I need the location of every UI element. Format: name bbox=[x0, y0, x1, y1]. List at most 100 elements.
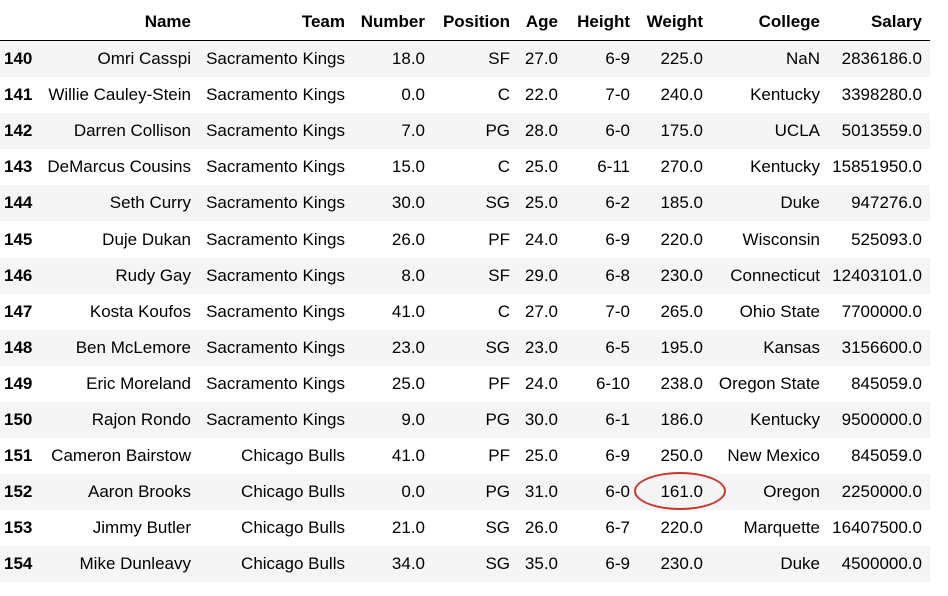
cell-college: New Mexico bbox=[727, 446, 820, 466]
cell-name: Darren Collison bbox=[73, 121, 191, 141]
cell-weight: 195.0 bbox=[660, 337, 703, 357]
header-row: Name Team Number Position Age Height Wei… bbox=[0, 4, 930, 41]
cell-team: Sacramento Kings bbox=[206, 85, 345, 105]
cell-position: C bbox=[497, 157, 510, 177]
column-header-team: Team bbox=[199, 4, 353, 41]
cell-team: Sacramento Kings bbox=[206, 193, 345, 213]
row-index: 154 bbox=[4, 554, 33, 574]
cell-height: 6-0 bbox=[605, 482, 630, 502]
cell-team: Sacramento Kings bbox=[206, 337, 345, 357]
cell-number: 34.0 bbox=[391, 554, 425, 574]
cell-college: Oregon bbox=[763, 482, 820, 502]
cell-name: Willie Cauley-Stein bbox=[48, 85, 191, 105]
cell-number: 21.0 bbox=[391, 518, 425, 538]
cell-age: 30.0 bbox=[524, 409, 558, 429]
row-index: 143 bbox=[4, 157, 33, 177]
column-header-weight: Weight bbox=[638, 4, 711, 41]
cell-college: UCLA bbox=[774, 121, 820, 141]
cell-weight: 185.0 bbox=[660, 193, 703, 213]
cell-height: 7-0 bbox=[605, 85, 630, 105]
cell-number: 8.0 bbox=[401, 265, 425, 285]
cell-position: SF bbox=[488, 49, 510, 69]
cell-age: 25.0 bbox=[524, 157, 558, 177]
cell-team: Chicago Bulls bbox=[241, 446, 345, 466]
cell-weight: 225.0 bbox=[660, 49, 703, 69]
cell-name: Mike Dunleavy bbox=[79, 554, 192, 574]
cell-position: SG bbox=[485, 193, 510, 213]
cell-weight: 220.0 bbox=[660, 229, 703, 249]
table-row: 145 Duje Dukan Sacramento Kings 26.0 PF 24.0 6… bbox=[0, 221, 930, 258]
table-row: 150 Rajon Rondo Sacramento Kings 9.0 PG 30.0 6… bbox=[0, 401, 930, 439]
cell-position: PF bbox=[488, 229, 510, 249]
row-index: 146 bbox=[4, 265, 33, 285]
cell-name: DeMarcus Cousins bbox=[47, 157, 191, 177]
cell-team: Sacramento Kings bbox=[206, 265, 345, 285]
cell-name: Rajon Rondo bbox=[91, 409, 191, 429]
cell-age: 22.0 bbox=[524, 85, 558, 105]
highlighted-value: 161.0 bbox=[634, 472, 727, 511]
cell-college: Ohio State bbox=[739, 301, 820, 321]
row-index: 144 bbox=[4, 193, 33, 213]
cell-college: Kentucky bbox=[750, 409, 820, 429]
cell-salary: 16407500.0 bbox=[832, 518, 922, 538]
cell-salary: 5013559.0 bbox=[841, 121, 922, 141]
cell-college: Duke bbox=[780, 554, 820, 574]
cell-height: 6-10 bbox=[595, 373, 630, 393]
cell-number: 7.0 bbox=[401, 121, 425, 141]
row-index: 142 bbox=[4, 121, 33, 141]
cell-position: PG bbox=[485, 409, 510, 429]
cell-weight: 270.0 bbox=[660, 157, 703, 177]
cell-position: SF bbox=[488, 265, 510, 285]
cell-number: 15.0 bbox=[391, 157, 425, 177]
cell-college: Duke bbox=[780, 193, 820, 213]
table-row: 148 Ben McLemore Sacramento Kings 23.0 SG 23.… bbox=[0, 329, 930, 366]
cell-height: 6-2 bbox=[605, 193, 630, 213]
cell-position: PF bbox=[488, 446, 510, 466]
cell-height: 6-1 bbox=[605, 409, 630, 429]
column-header-height: Height bbox=[566, 4, 638, 41]
cell-weight: 265.0 bbox=[660, 301, 703, 321]
cell-age: 27.0 bbox=[524, 301, 558, 321]
cell-college: Wisconsin bbox=[742, 229, 820, 249]
cell-salary: 2250000.0 bbox=[841, 482, 922, 502]
cell-salary: 15851950.0 bbox=[832, 157, 922, 177]
cell-team: Chicago Bulls bbox=[241, 482, 345, 502]
cell-weight: 230.0 bbox=[660, 554, 703, 574]
cell-position: SG bbox=[485, 554, 510, 574]
table-row: 140 Omri Casspi Sacramento Kings 18.0 SF 27.0… bbox=[0, 40, 930, 78]
cell-position: PG bbox=[485, 482, 510, 502]
cell-age: 28.0 bbox=[524, 121, 558, 141]
cell-age: 24.0 bbox=[524, 373, 558, 393]
cell-college: Kentucky bbox=[750, 85, 820, 105]
cell-age: 26.0 bbox=[524, 518, 558, 538]
cell-height: 6-8 bbox=[605, 265, 630, 285]
cell-team: Sacramento Kings bbox=[206, 121, 345, 141]
cell-college: Marquette bbox=[743, 518, 820, 538]
column-header-name: Name bbox=[44, 4, 199, 41]
row-index: 140 bbox=[4, 49, 33, 69]
cell-salary: 947276.0 bbox=[851, 193, 922, 213]
table-row: 146 Rudy Gay Sacramento Kings 8.0 SF 29.0 6-8 2… bbox=[0, 257, 930, 294]
cell-position: PG bbox=[485, 121, 510, 141]
cell-position: SG bbox=[485, 337, 510, 357]
cell-team: Sacramento Kings bbox=[206, 49, 345, 69]
cell-position: C bbox=[497, 301, 510, 321]
cell-number: 0.0 bbox=[401, 85, 425, 105]
cell-college: Connecticut bbox=[730, 265, 820, 285]
cell-number: 18.0 bbox=[391, 49, 425, 69]
cell-weight: 240.0 bbox=[660, 85, 703, 105]
cell-height: 6-9 bbox=[605, 554, 630, 574]
cell-salary: 3156600.0 bbox=[841, 337, 922, 357]
cell-name: Kosta Koufos bbox=[89, 301, 191, 321]
cell-height: 6-11 bbox=[597, 157, 630, 177]
row-index: 152 bbox=[4, 482, 33, 502]
cell-salary: 845059.0 bbox=[851, 446, 922, 466]
cell-weight: 161.0 bbox=[634, 472, 727, 511]
table-row: 143 DeMarcus Cousins Sacramento Kings 15.0 C… bbox=[0, 149, 930, 186]
cell-team: Chicago Bulls bbox=[241, 554, 345, 574]
index-header bbox=[0, 4, 44, 41]
cell-college: Kansas bbox=[763, 337, 820, 357]
cell-name: Duje Dukan bbox=[102, 229, 191, 249]
cell-name: Rudy Gay bbox=[115, 265, 191, 285]
cell-age: 25.0 bbox=[524, 446, 558, 466]
